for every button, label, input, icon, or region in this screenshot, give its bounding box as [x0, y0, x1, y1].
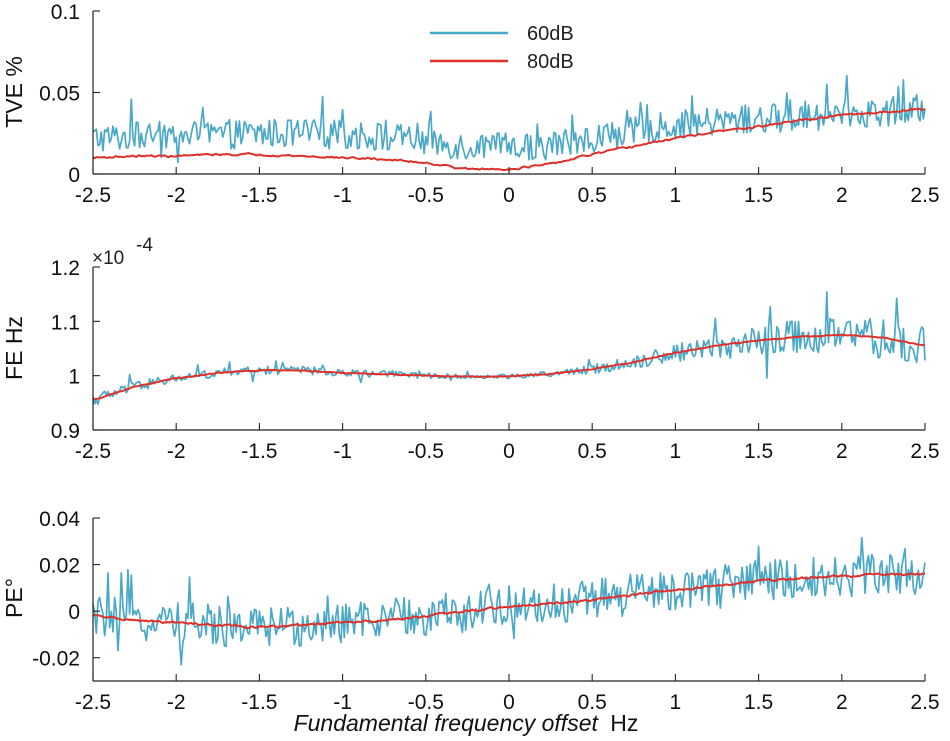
y-tick-label: 1: [68, 366, 80, 389]
x-tick-label: 1: [670, 184, 682, 207]
x-tick-label: 2: [836, 691, 848, 714]
x-tick-label: -2.5: [75, 440, 111, 463]
x-tick-label: -2.5: [75, 184, 111, 207]
y-tick-label: 0.04: [39, 508, 80, 531]
x-tick-label: -1.5: [241, 440, 277, 463]
y-tick-label: 0.02: [39, 555, 80, 578]
x-tick-label: 1.5: [744, 184, 773, 207]
x-tick-label: 1.5: [744, 691, 773, 714]
x-tick-label: -1: [333, 440, 352, 463]
x-tick-label: -2: [167, 184, 186, 207]
x-tick-label: 2: [836, 184, 848, 207]
x-axis-label-unit: Hz: [610, 710, 638, 736]
y-tick-label: -0.02: [32, 648, 80, 671]
x-tick-label: 0.5: [578, 440, 607, 463]
series-line-60db: [92, 74, 926, 164]
y-tick-label: 1.2: [51, 257, 80, 280]
x-tick-label: -1: [333, 691, 352, 714]
y-tick-label: 0.05: [39, 83, 80, 106]
x-tick-label: -2: [167, 440, 186, 463]
x-tick-label: -1.5: [241, 691, 277, 714]
x-tick-label: 2.5: [910, 691, 939, 714]
series-line-80db: [92, 333, 926, 401]
series-line-60db: [92, 291, 926, 406]
y-tick-label: 0.1: [51, 1, 80, 24]
y-tick-label: 0: [68, 164, 80, 187]
x-tick-label: 1.5: [744, 440, 773, 463]
panel-fe: -2.5 -2 -1.5 -1 -0.5 0 0.5 1 1.5 2 2.5 0.9 1 1.1 1.2: [51, 257, 940, 463]
fe-exponent-base: ×10: [92, 248, 124, 269]
fe-exponent-label: ×10 -4: [92, 235, 153, 269]
x-tick-label: -2: [167, 691, 186, 714]
legend-label-80db: 80dB: [527, 51, 574, 73]
x-tick-label: 0.5: [578, 691, 607, 714]
y-tick-label: 1.1: [51, 311, 80, 334]
legend: 60dB 80dB: [430, 23, 574, 73]
y-axis-label-fe: FE Hz: [1, 316, 27, 380]
y-axis-label-tve: TVE %: [1, 56, 27, 128]
x-axis-label: Fundamental frequency offset Hz: [294, 710, 639, 736]
x-tick-label: -0.5: [408, 691, 444, 714]
x-tick-label: -1.5: [241, 184, 277, 207]
x-tick-label: 0: [503, 440, 515, 463]
panel-pe: -2.5 -2 -1.5 -1 -0.5 0 0.5 1 1.5 2 2.5 -0.02 0 0.02 0.…: [32, 508, 939, 714]
x-tick-label: -0.5: [408, 184, 444, 207]
legend-label-60db: 60dB: [527, 23, 574, 45]
panel-tve: -2.5 -2 -1.5 -1 -0.5 0 0.5 1 1.5 2 2.5 0 0.05 0.1: [39, 1, 939, 207]
x-tick-label: -1: [333, 184, 352, 207]
x-tick-label: 1: [670, 440, 682, 463]
y-tick-label: 0: [68, 601, 80, 624]
series-line-80db: [92, 107, 926, 172]
series-line-80db: [92, 572, 926, 630]
x-tick-label: 0: [503, 184, 515, 207]
x-tick-label: -0.5: [408, 440, 444, 463]
fe-exponent-power: -4: [136, 235, 153, 256]
y-tick-label: 0.9: [51, 420, 80, 443]
x-axis-label-italic: Fundamental frequency offset: [294, 710, 600, 736]
x-tick-label: 2: [836, 440, 848, 463]
x-tick-label: -2.5: [75, 691, 111, 714]
series-line-60db: [92, 536, 926, 666]
x-tick-label: 0.5: [578, 184, 607, 207]
y-axis-label-pe: PE°: [1, 578, 27, 618]
x-tick-label: 0: [503, 691, 515, 714]
x-tick-label: 1: [670, 691, 682, 714]
x-tick-label: 2.5: [910, 440, 939, 463]
x-tick-label: 2.5: [910, 184, 939, 207]
